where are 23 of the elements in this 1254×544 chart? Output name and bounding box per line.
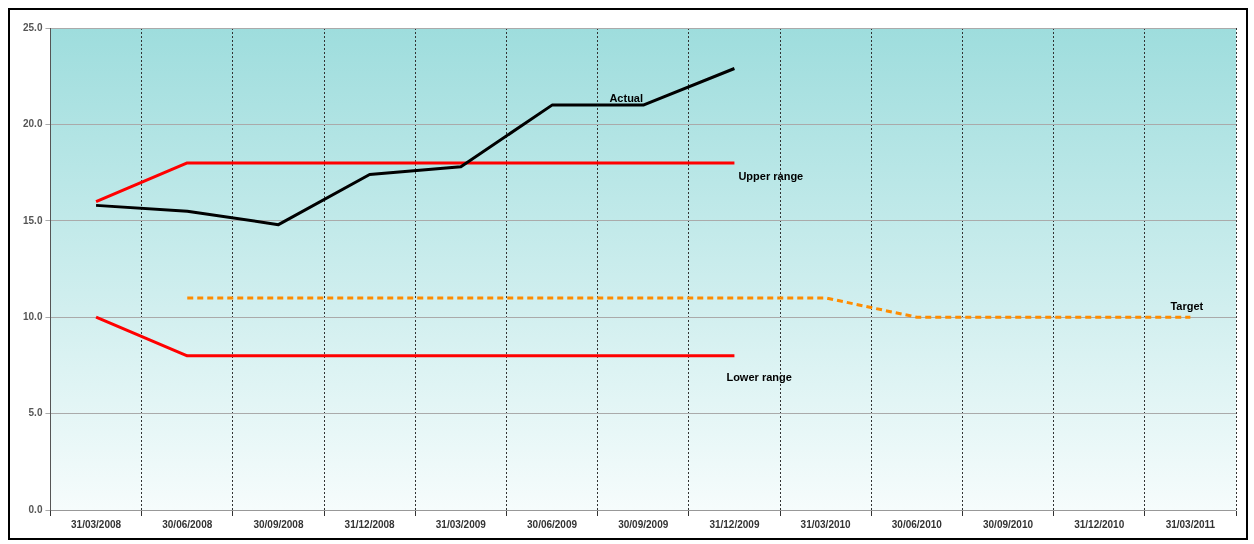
- x-tick-label: 31/03/2011: [1165, 518, 1216, 530]
- x-tick-label: 30/09/2008: [253, 518, 304, 530]
- y-tick-label: 5.0: [28, 407, 43, 419]
- x-tick-label: 30/06/2008: [162, 518, 213, 530]
- x-tick-label: 31/12/2008: [344, 518, 396, 530]
- series-label: Lower range: [726, 370, 792, 383]
- x-tick-label: 30/06/2010: [891, 518, 943, 530]
- y-tick-label: 25.0: [22, 21, 43, 33]
- y-tick-label: 10.0: [22, 310, 43, 322]
- x-tick-label: 30/06/2009: [527, 518, 578, 530]
- y-tick-label: 20.0: [22, 118, 43, 130]
- x-tick-label: 31/12/2010: [1074, 518, 1125, 530]
- series-label: Upper range: [738, 169, 804, 182]
- x-tick-label: 31/12/2009: [709, 518, 760, 530]
- y-tick-label: 15.0: [22, 214, 43, 226]
- x-tick-label: 30/09/2009: [618, 518, 669, 530]
- x-tick-label: 30/09/2010: [982, 518, 1034, 530]
- series-label: Actual: [609, 91, 644, 104]
- y-tick-label: 0.0: [28, 503, 43, 515]
- series-label: Target: [1170, 300, 1204, 313]
- x-tick-label: 31/03/2009: [435, 518, 487, 530]
- x-tick-label: 31/03/2008: [71, 518, 122, 530]
- x-tick-label: 31/03/2010: [800, 518, 852, 530]
